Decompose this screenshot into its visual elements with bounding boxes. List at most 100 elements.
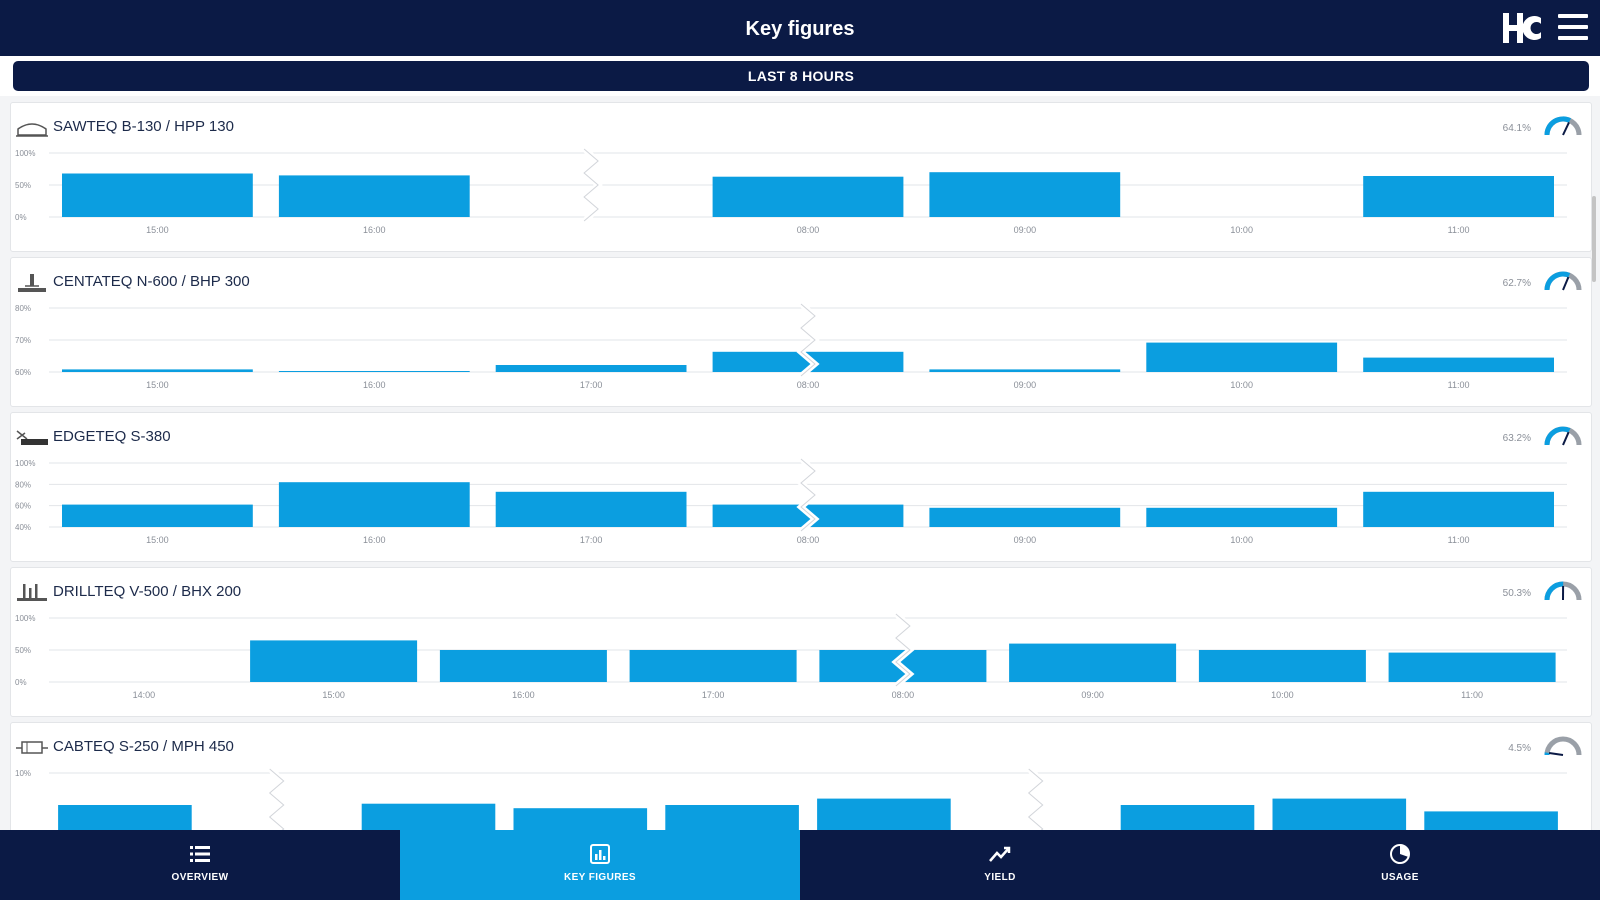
- chart-bar: [1363, 357, 1554, 372]
- chart-bar: [1198, 650, 1366, 682]
- chart-bar: [1009, 643, 1177, 682]
- x-tick-label: 11:00: [1448, 225, 1470, 235]
- x-tick-label: 09:00: [1014, 535, 1037, 545]
- edge-machine-icon: [16, 430, 48, 445]
- y-tick-label: 50%: [15, 181, 31, 190]
- scrollbar[interactable]: [1592, 196, 1596, 282]
- app-header: Key figures: [0, 0, 1600, 56]
- x-tick-label: 15:00: [146, 380, 169, 390]
- machine-card[interactable]: SAWTEQ B-130 / HPP 130 64.1% 100% 50% 0% 15:0…: [10, 102, 1592, 252]
- x-tick-label: 08:00: [892, 690, 915, 700]
- x-tick-label: 16:00: [363, 380, 386, 390]
- machine-card[interactable]: CENTATEQ N-600 / BHP 300 62.7% 80% 70% 60% 15…: [10, 257, 1592, 407]
- usage-bar-chart: 100% 50% 0% 15:00 16:00 08:00 09:00 10:00 11:00: [15, 146, 1567, 235]
- x-tick-label: 16:00: [512, 690, 535, 700]
- x-tick-label: 11:00: [1448, 380, 1470, 390]
- y-tick-label: 100%: [15, 614, 35, 623]
- chart-bar: [929, 507, 1121, 527]
- machine-card[interactable]: EDGETEQ S-380 63.2% 100% 80% 60% 40% 15:00 16:0…: [10, 412, 1592, 562]
- cabinet-machine-icon: [16, 741, 48, 754]
- homag-logo: [1503, 13, 1541, 43]
- x-tick-label: 08:00: [797, 535, 820, 545]
- machine-list: SAWTEQ B-130 / HPP 130 64.1% 100% 50% 0% 15:0…: [0, 96, 1600, 830]
- x-tick-label: 17:00: [580, 535, 603, 545]
- x-tick-label: 08:00: [797, 380, 820, 390]
- saw-machine-icon: [16, 123, 48, 137]
- chart-bar: [1146, 342, 1338, 372]
- chart-bar: [1146, 507, 1338, 527]
- utilization-percent: 50.3%: [1502, 588, 1531, 599]
- nav-usage[interactable]: USAGE: [1200, 830, 1600, 900]
- chart-bar: [712, 176, 904, 217]
- chart-bar: [278, 482, 470, 527]
- chart-bar: [58, 805, 192, 830]
- y-tick-label: 50%: [15, 646, 31, 655]
- machine-name: DRILLTEQ V-500 / BHX 200: [53, 583, 242, 600]
- chart-bar: [1424, 811, 1558, 830]
- y-tick-label: 10%: [15, 769, 31, 778]
- gauge-icon: [1544, 426, 1582, 446]
- x-tick-label: 09:00: [1014, 380, 1037, 390]
- list-icon: [190, 846, 210, 862]
- x-tick-label: 08:00: [797, 225, 820, 235]
- x-tick-label: 11:00: [1448, 535, 1470, 545]
- y-tick-label: 0%: [15, 678, 27, 687]
- chart-bar: [1388, 652, 1556, 682]
- chart-bar: [929, 172, 1121, 217]
- gauge-icon: [1544, 581, 1582, 601]
- chart-bar: [1363, 491, 1554, 527]
- y-tick-label: 100%: [15, 459, 35, 468]
- x-tick-label: 15:00: [146, 535, 169, 545]
- page-title: Key figures: [745, 18, 855, 40]
- chart-bar: [278, 175, 470, 217]
- y-tick-label: 60%: [15, 502, 31, 511]
- x-tick-label: 14:00: [133, 690, 156, 700]
- cnc-machine-icon: [18, 274, 46, 292]
- usage-bar-chart: 100% 80% 60% 40% 15:00 16:00 17:00 08:00 09:00 10…: [15, 456, 1567, 545]
- y-tick-label: 0%: [15, 213, 27, 222]
- nav-key-figures[interactable]: KEY FIGURES: [400, 830, 800, 900]
- period-selector[interactable]: LAST 8 HOURS: [13, 61, 1589, 91]
- x-tick-label: 15:00: [322, 690, 345, 700]
- y-tick-label: 80%: [15, 304, 31, 313]
- gauge-icon: [1544, 271, 1582, 291]
- utilization-percent: 4.5%: [1508, 743, 1531, 754]
- machine-name: EDGETEQ S-380: [53, 428, 171, 445]
- chart-bar: [439, 650, 607, 682]
- axis-break-line: [583, 148, 599, 222]
- chart-bar: [250, 640, 418, 682]
- chart-bar: [1120, 805, 1255, 830]
- y-tick-label: 70%: [15, 336, 31, 345]
- utilization-percent: 64.1%: [1502, 123, 1531, 134]
- x-tick-label: 17:00: [702, 690, 725, 700]
- x-tick-label: 16:00: [363, 225, 386, 235]
- x-tick-label: 10:00: [1230, 225, 1253, 235]
- y-tick-label: 40%: [15, 523, 31, 532]
- x-tick-label: 09:00: [1081, 690, 1104, 700]
- axis-break-line: [895, 613, 911, 687]
- utilization-percent: 62.7%: [1502, 278, 1531, 289]
- machine-name: SAWTEQ B-130 / HPP 130: [53, 118, 234, 135]
- x-tick-label: 10:00: [1230, 535, 1253, 545]
- key-figures-icon: [590, 844, 610, 864]
- chart-bar: [62, 504, 253, 527]
- machine-name: CENTATEQ N-600 / BHP 300: [53, 273, 250, 290]
- machine-card[interactable]: DRILLTEQ V-500 / BHX 200 50.3% 100% 50% 0% 14…: [10, 567, 1592, 717]
- usage-bar-chart: 80% 70% 60% 15:00 16:00 17:00 08:00 09:00 10:00 1…: [15, 301, 1567, 390]
- hamburger-menu-icon[interactable]: [1558, 14, 1588, 40]
- chart-bar: [665, 805, 799, 830]
- nav-label: USAGE: [1381, 872, 1419, 883]
- nav-yield[interactable]: YIELD: [800, 830, 1200, 900]
- machine-name: CABTEQ S-250 / MPH 450: [53, 738, 234, 755]
- chart-bar: [629, 650, 797, 682]
- y-tick-label: 60%: [15, 368, 31, 377]
- chart-bar: [513, 808, 648, 830]
- usage-bar-chart: 10%5%: [15, 766, 1567, 830]
- gauge-icon: [1544, 116, 1582, 136]
- chart-bar: [929, 369, 1121, 372]
- nav-overview[interactable]: OVERVIEW: [0, 830, 400, 900]
- axis-break-line: [1027, 768, 1044, 830]
- usage-bar-chart: 100% 50% 0% 14:00 15:00 16:00 17:00 08:00 09:00 1…: [15, 611, 1567, 700]
- x-tick-label: 10:00: [1230, 380, 1253, 390]
- machine-card[interactable]: CABTEQ S-250 / MPH 450 4.5% 10%5%: [10, 722, 1592, 830]
